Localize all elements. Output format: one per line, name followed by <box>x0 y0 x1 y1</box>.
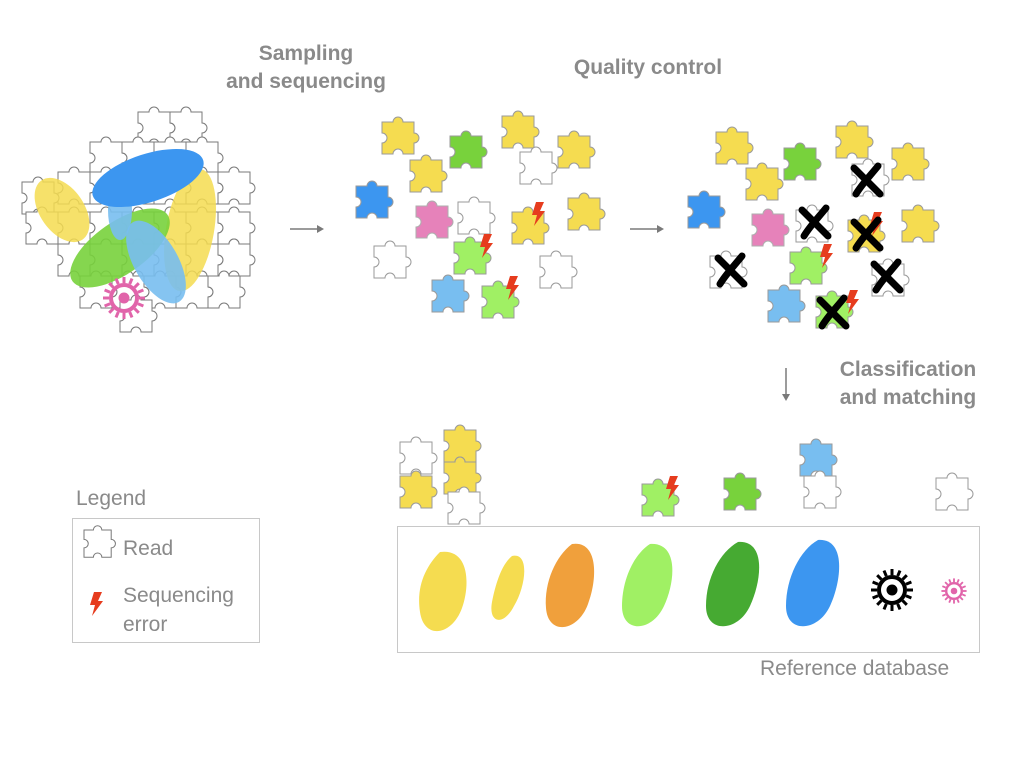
step-title-quality-control: Quality control <box>573 56 723 79</box>
legend-error-label: Sequencing error <box>123 584 234 636</box>
reference-database-label: Reference database <box>760 657 950 680</box>
legend-title: Legend <box>76 487 147 510</box>
reference-database-box <box>397 526 980 653</box>
step-title-classification: Classification and matching <box>839 358 977 409</box>
sequenced-reads <box>355 110 606 319</box>
bacterium-icon <box>419 551 467 632</box>
reference-microbes <box>419 539 968 632</box>
cluster-virus-icon <box>101 275 147 321</box>
cluster-bacteria-icon <box>34 148 216 304</box>
matched-reads <box>399 424 974 525</box>
arrow-icon <box>630 225 664 233</box>
bacterium-icon <box>786 539 840 627</box>
arrow-icon <box>290 225 324 233</box>
arrow-icon <box>782 368 790 401</box>
bacterium-icon <box>491 555 525 620</box>
bacterium-icon <box>545 543 595 628</box>
legend-box: Read Sequencing error <box>72 518 260 643</box>
bacterium-icon <box>622 543 673 627</box>
sample-cluster <box>21 106 256 333</box>
step-title-sampling: Sampling and sequencing <box>226 42 386 93</box>
bacterium-icon <box>706 541 760 627</box>
legend-read-label: Read <box>123 537 174 560</box>
